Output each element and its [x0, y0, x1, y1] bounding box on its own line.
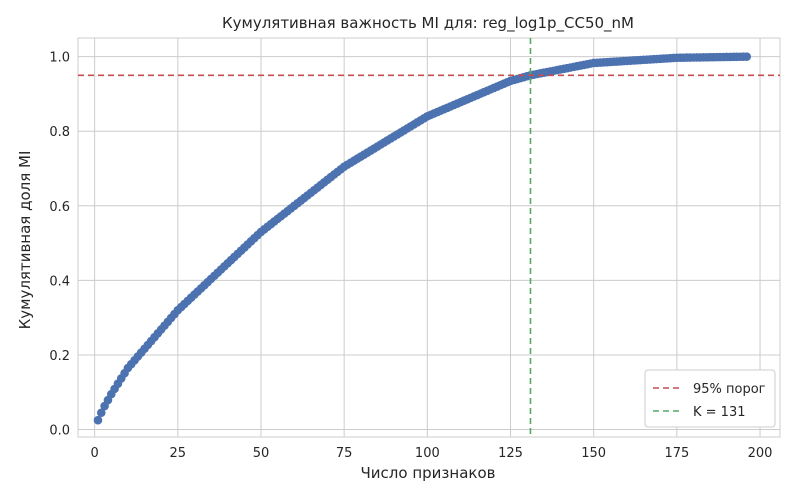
x-tick-label: 25 [170, 446, 187, 461]
data-point [742, 52, 752, 61]
y-tick-label: 0.0 [49, 424, 70, 439]
data-point [96, 408, 106, 418]
legend: 95% порог K = 131 [644, 369, 776, 428]
grid [78, 38, 780, 437]
legend-box [644, 369, 776, 428]
y-tick-labels: 0.0 0.2 0.4 0.6 0.8 1.0 [49, 51, 70, 439]
y-tick-label: 0.8 [49, 125, 70, 140]
x-tick-label: 100 [415, 446, 440, 461]
y-tick-label: 0.2 [49, 349, 70, 364]
x-tick-labels: 0 25 50 75 100 125 150 175 200 [90, 446, 772, 461]
x-tick-label: 200 [748, 446, 773, 461]
x-tick-label: 175 [664, 446, 689, 461]
data-point [93, 415, 103, 425]
x-tick-label: 0 [90, 446, 98, 461]
x-axis-label: Число признаков [361, 464, 496, 482]
chart-title: Кумулятивная важность MI для: reg_log1p_… [222, 14, 634, 33]
x-tick-label: 150 [581, 446, 606, 461]
reference-lines [78, 38, 780, 437]
y-tick-label: 0.4 [49, 274, 70, 289]
data-points [93, 52, 752, 425]
legend-threshold-label: 95% порог [693, 382, 766, 397]
y-tick-label: 0.6 [49, 200, 70, 215]
x-tick-label: 50 [253, 446, 270, 461]
plot-frame [77, 37, 781, 438]
y-axis-label: Кумулятивная доля MI [16, 151, 34, 330]
x-tick-label: 75 [336, 446, 353, 461]
legend-k-label: K = 131 [693, 405, 746, 420]
x-tick-label: 125 [498, 446, 523, 461]
y-tick-label: 1.0 [49, 51, 70, 66]
